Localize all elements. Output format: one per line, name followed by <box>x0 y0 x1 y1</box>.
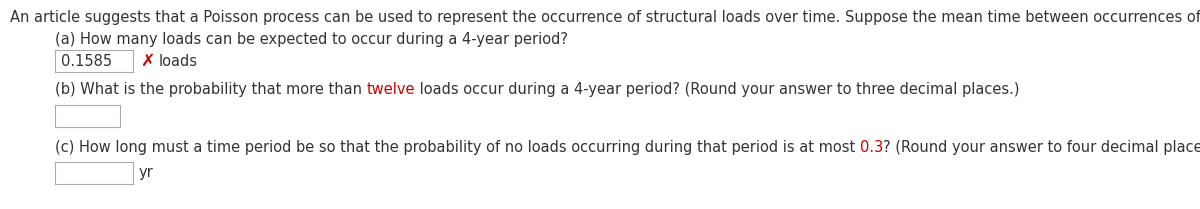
Text: ✗: ✗ <box>142 52 156 70</box>
Text: loads occur during a 4-year period? (Round your answer to three decimal places.): loads occur during a 4-year period? (Rou… <box>415 82 1020 97</box>
Text: loads: loads <box>158 54 198 69</box>
Text: ? (Round your answer to four decimal places.): ? (Round your answer to four decimal pla… <box>883 140 1200 155</box>
Text: yr: yr <box>139 166 154 181</box>
Text: 0.3: 0.3 <box>860 140 883 155</box>
Text: twelve: twelve <box>367 82 415 97</box>
Text: (a) How many loads can be expected to occur during a 4-year period?: (a) How many loads can be expected to oc… <box>55 32 568 47</box>
Text: An article suggests that a Poisson process can be used to represent the occurren: An article suggests that a Poisson proce… <box>10 10 1200 25</box>
Text: 0.1585: 0.1585 <box>61 54 113 69</box>
Text: (b) What is the probability that more than: (b) What is the probability that more th… <box>55 82 367 97</box>
Text: (c) How long must a time period be so that the probability of no loads occurring: (c) How long must a time period be so th… <box>55 140 860 155</box>
